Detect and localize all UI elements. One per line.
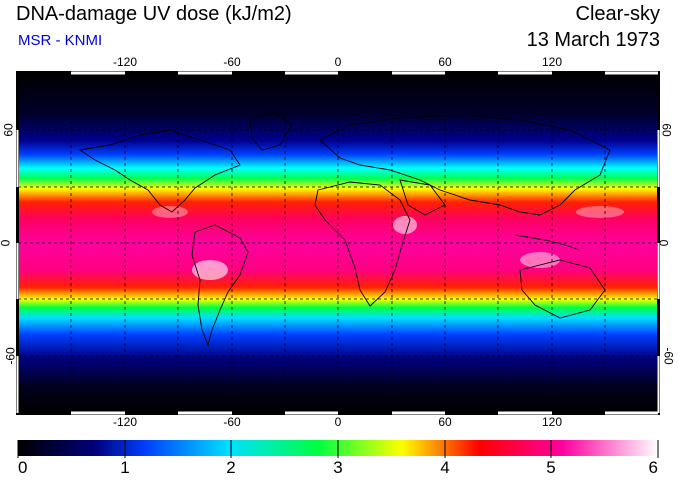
lon-tick-top: -60: [223, 55, 241, 69]
coastlines: [78, 111, 611, 347]
colorbar-label: 4: [440, 458, 450, 477]
map-highlights: [152, 206, 624, 280]
map-frame: [16, 71, 660, 415]
lat-tick-left: 60: [1, 123, 16, 137]
lon-tick-top: 0: [334, 55, 342, 69]
map-title: DNA-damage UV dose (kJ/m2): [16, 3, 292, 25]
lon-tick-top: 60: [438, 55, 452, 69]
south-america-coast: [191, 224, 249, 347]
graticule: [18, 73, 658, 413]
colorbar-label: 2: [226, 458, 236, 477]
colorbar-label: 1: [120, 458, 130, 477]
africa-coast: [314, 181, 411, 307]
lat-tick-right: 0: [656, 239, 671, 247]
lon-tick-bottom: 0: [334, 415, 342, 429]
lon-tick-top: 120: [541, 55, 563, 69]
colorbar-label: 0: [18, 458, 28, 477]
source-label: MSR - KNMI: [18, 32, 103, 49]
australia-coast: [519, 259, 606, 319]
lon-tick-bottom: 60: [438, 415, 452, 429]
lat-tick-left: 0: [0, 240, 12, 247]
lat-tick-left: -60: [3, 347, 18, 365]
date-label: 13 March 1973: [526, 29, 660, 51]
lon-tick-top: -120: [112, 55, 138, 69]
lon-tick-bottom: 120: [541, 415, 563, 429]
lon-tick-bottom: -120: [112, 415, 138, 429]
lat-tick-right: 60: [659, 123, 674, 137]
colorbar-label: 5: [546, 458, 556, 477]
lat-tick-right: -60: [661, 347, 676, 365]
eurasia-coast: [319, 114, 611, 216]
indonesia-coast: [514, 234, 581, 251]
colorbar-label: 6: [648, 458, 658, 477]
colorbar-ticks: [17, 440, 659, 458]
lon-tick-bottom: -60: [223, 415, 241, 429]
arabia-coast: [399, 179, 446, 216]
greenland-coast: [249, 111, 293, 151]
colorbar-label: 3: [333, 458, 343, 477]
sky-condition-label: Clear-sky: [575, 3, 660, 25]
